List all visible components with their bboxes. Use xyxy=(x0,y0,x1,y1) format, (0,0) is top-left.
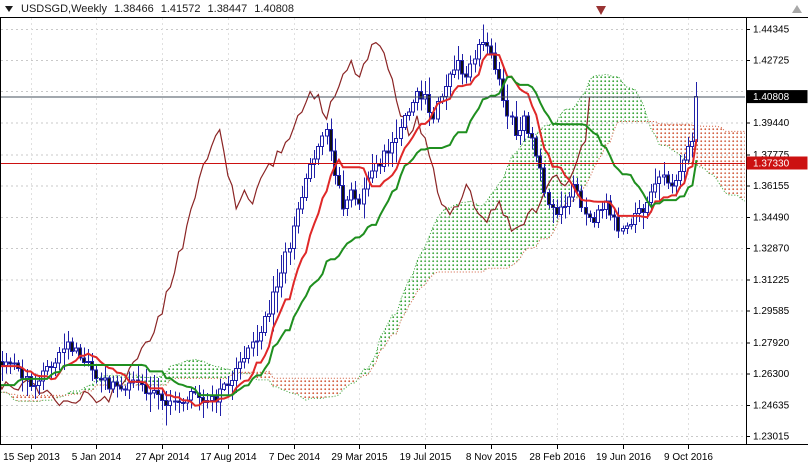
y-axis-label: 1.26300 xyxy=(753,369,790,380)
y-axis-label: 1.37775 xyxy=(753,150,790,161)
y-axis-label: 1.23015 xyxy=(753,432,790,443)
x-axis-label: 8 Nov 2015 xyxy=(466,452,518,463)
x-axis-label: 9 Oct 2016 xyxy=(664,452,713,463)
current-price-tag: 1.40808 xyxy=(746,90,808,104)
x-axis-label: 17 Aug 2014 xyxy=(200,452,257,463)
symbol-dropdown-icon[interactable] xyxy=(5,6,13,12)
y-axis-label: 1.29585 xyxy=(753,306,790,317)
scale-marker-icon xyxy=(792,5,802,13)
chikou-span-line xyxy=(1,41,591,407)
x-axis-label: 19 Jun 2016 xyxy=(596,452,651,463)
y-axis-label: 1.31225 xyxy=(753,275,790,286)
y-axis-label: 1.42725 xyxy=(753,56,790,67)
svg-text:1.37330: 1.37330 xyxy=(753,158,790,169)
chart-ohlc-header: USDSGD,Weekly 1.38466 1.41572 1.38447 1.… xyxy=(5,3,294,15)
ohlc-close-value: 1.40808 xyxy=(254,3,295,15)
kijun-sen-line xyxy=(1,75,698,397)
x-axis-label: 19 Jul 2015 xyxy=(400,452,452,463)
x-axis-label: 27 Apr 2014 xyxy=(136,452,190,463)
x-axis-label: 5 Jan 2014 xyxy=(72,452,122,463)
symbol-timeframe-label: USDSGD,Weekly xyxy=(21,3,107,15)
ohlc-low-value: 1.38447 xyxy=(207,3,248,15)
price-axis[interactable]: 1.44345 1.42725 1.39440 1.37775 1.36155 1.344… xyxy=(746,25,808,443)
y-axis-label: 1.24635 xyxy=(753,401,790,412)
ohlc-high-value: 1.41572 xyxy=(160,3,201,15)
x-axis-label: 28 Feb 2016 xyxy=(529,452,586,463)
x-axis-label: 7 Dec 2014 xyxy=(269,452,321,463)
y-axis-label: 1.44345 xyxy=(753,25,790,36)
y-axis-label: 1.39440 xyxy=(753,118,790,129)
x-axis-label: 15 Sep 2013 xyxy=(3,452,60,463)
tenkan-sen-line xyxy=(1,53,698,407)
y-axis-label: 1.32870 xyxy=(753,244,790,255)
hline-price-tag: 1.37330 xyxy=(746,156,808,170)
x-axis-label: 29 Mar 2015 xyxy=(331,452,388,463)
y-axis-label: 1.34490 xyxy=(753,213,790,224)
y-axis-label: 1.36155 xyxy=(753,181,790,192)
ohlc-open-value: 1.38466 xyxy=(113,3,154,15)
chart-shift-marker[interactable] xyxy=(596,6,606,15)
senkou-span-a-line xyxy=(1,73,745,402)
time-axis[interactable]: 15 Sep 2013 5 Jan 2014 27 Apr 2014 17 Aug 2… xyxy=(3,445,713,463)
svg-text:1.40808: 1.40808 xyxy=(753,92,790,103)
y-axis-label: 1.27920 xyxy=(753,338,790,349)
